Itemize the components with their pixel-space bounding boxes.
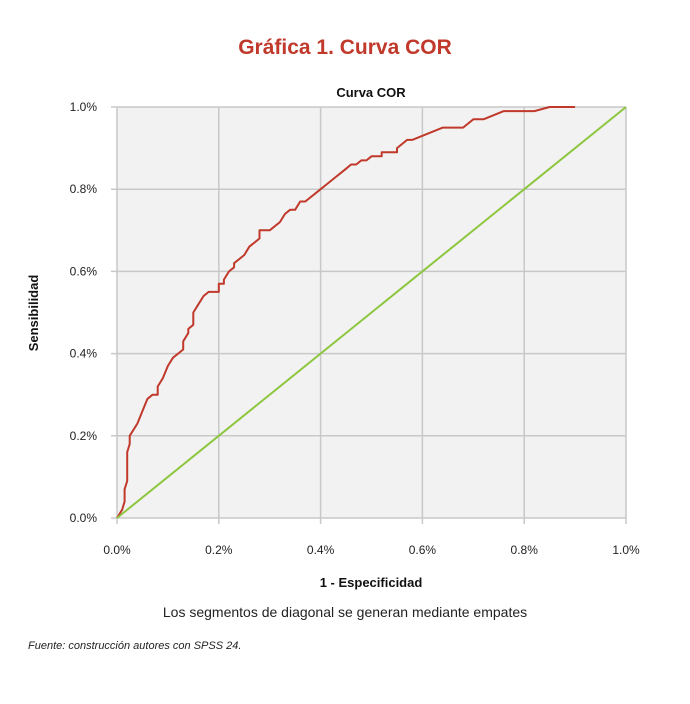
tie-note: Los segmentos de diagonal se generan med… [162, 604, 528, 620]
axis-layer: 0.0% 0.2% 0.4% 0.6% 0.8% 1.0% 0.0% 0.2% 0.4% 0.6%… [70, 100, 640, 557]
y-tick-label: 0.2% [70, 429, 98, 443]
x-tick-label: 1.0% [612, 543, 640, 557]
x-tick-label: 0.8% [511, 543, 539, 557]
y-tick-label: 1.0% [70, 100, 98, 114]
y-tick-label: 0.8% [70, 182, 98, 196]
x-tick-label: 0.6% [409, 543, 437, 557]
y-tick-label: 0.6% [70, 264, 98, 278]
grid [111, 106, 627, 524]
reference-diagonal-line [116, 106, 627, 519]
y-tick-label: 0.4% [70, 347, 98, 361]
series-layer [116, 106, 627, 519]
roc-curve-line [116, 106, 576, 519]
source-note: Fuente: construcción autores con SPSS 24… [28, 640, 242, 652]
x-tick-label: 0.2% [205, 543, 233, 557]
x-tick-label: 0.4% [307, 543, 335, 557]
x-tick-label: 0.0% [103, 543, 131, 557]
y-axis-label: Sensibilidad [26, 275, 41, 352]
figure-title: Gráfica 1. Curva COR [238, 36, 452, 59]
x-axis-label: 1 - Especificidad [320, 575, 423, 590]
y-tick-label: 0.0% [70, 511, 98, 525]
chart-title: Curva COR [336, 85, 406, 100]
